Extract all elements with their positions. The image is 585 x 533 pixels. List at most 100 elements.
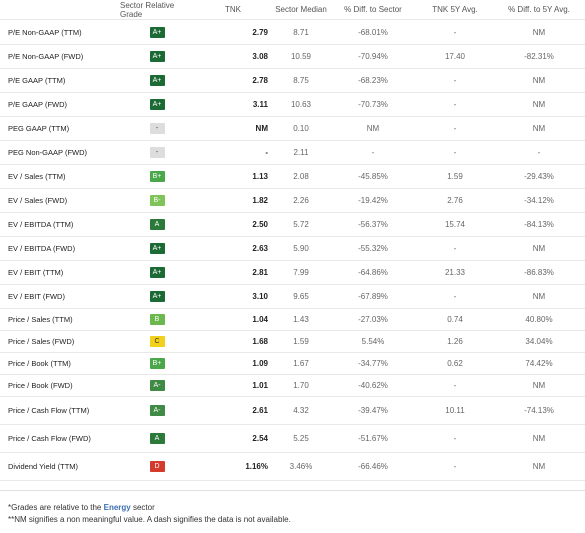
sector-median-value: 8.75 (293, 75, 309, 85)
sector-median-value: 2.08 (293, 171, 309, 181)
grade-cell: A+ (120, 68, 194, 92)
diff-sector-value: -70.94% (358, 51, 388, 61)
table-row: PEG GAAP (TTM) - NM 0.10 NM - NM (0, 116, 585, 141)
tnk-value: - (265, 147, 268, 157)
diff-five-year-value: NM (532, 75, 546, 85)
grade-cell: B+ (120, 352, 194, 374)
tnk-value: 3.11 (252, 99, 268, 109)
five-year-avg-value: - (453, 380, 457, 390)
grade-cell: A- (120, 396, 194, 424)
five-year-avg-value: - (453, 243, 457, 253)
diff-sector-value: -56.37% (358, 219, 388, 229)
metric-label: Price / Book (FWD) (8, 380, 73, 390)
footnote-grades-suffix: sector (130, 503, 155, 512)
sector-median-value: 2.11 (293, 147, 309, 157)
diff-five-year-value: - (537, 147, 541, 157)
tnk-value: 2.54 (252, 433, 268, 443)
five-year-avg-value: - (453, 99, 457, 109)
table-row: P/E GAAP (TTM) A+ 2.78 8.75 -68.23% - NM (0, 68, 585, 93)
diff-sector-value: -34.77% (358, 358, 388, 368)
footnote-nm: **NM signifies a non meaningful value. A… (8, 515, 291, 524)
diff-five-year-value: NM (532, 123, 546, 133)
five-year-avg-value: 10.11 (445, 405, 465, 415)
footnote-grades-prefix: *Grades are relative to the (8, 503, 104, 512)
footnotes: *Grades are relative to the Energy secto… (8, 502, 291, 526)
grade-badge: - (149, 122, 165, 134)
five-year-avg-value: - (453, 291, 457, 301)
metric-label: Price / Cash Flow (FWD) (8, 433, 91, 443)
grade-badge: B+ (149, 357, 165, 369)
tnk-value: 2.79 (252, 27, 268, 37)
five-year-avg-value: 17.40 (444, 51, 466, 61)
sector-median-value: 4.32 (293, 405, 309, 415)
five-year-avg-value: - (453, 147, 457, 157)
metric-label: Price / Cash Flow (TTM) (8, 405, 90, 415)
header-diff-sector: % Diff. to Sector (344, 5, 402, 14)
five-year-avg-value: 1.59 (447, 171, 463, 181)
five-year-avg-value: 21.33 (444, 267, 466, 277)
diff-sector-value: -40.62% (358, 380, 388, 390)
diff-sector-value: -68.01% (358, 27, 388, 37)
grade-badge: A+ (149, 266, 165, 278)
table-row: P/E Non-GAAP (TTM) A+ 2.79 8.71 -68.01% - NM (0, 20, 585, 45)
tnk-value: 1.13 (252, 171, 268, 181)
metric-label: P/E Non-GAAP (FWD) (8, 51, 84, 61)
grade-badge: D (149, 460, 165, 472)
tnk-value: 2.78 (252, 75, 268, 85)
grade-cell: - (120, 140, 194, 164)
metric-label: Price / Sales (TTM) (8, 314, 73, 324)
diff-five-year-value: NM (532, 243, 546, 253)
diff-sector-value: -67.89% (358, 291, 388, 301)
sector-median-value: 10.63 (290, 99, 312, 109)
grade-cell: A (120, 212, 194, 236)
grade-cell: D (120, 452, 194, 480)
diff-sector-value: -27.03% (358, 314, 388, 324)
diff-five-year-value: -82.31% (524, 51, 554, 61)
diff-five-year-value: -84.13% (524, 219, 554, 229)
tnk-value: 3.10 (252, 291, 268, 301)
diff-sector-value: -39.47% (358, 405, 388, 415)
header-diff-five-year: % Diff. to 5Y Avg. (508, 5, 570, 14)
grade-badge: A+ (149, 98, 165, 110)
sector-median-value: 2.26 (293, 195, 309, 205)
metric-label: PEG GAAP (TTM) (8, 123, 70, 133)
sector-median-value: 1.67 (293, 358, 309, 368)
diff-five-year-value: -86.83% (524, 267, 554, 277)
five-year-avg-value: 2.76 (447, 195, 463, 205)
diff-five-year-value: NM (532, 433, 546, 443)
five-year-avg-value: 0.62 (447, 358, 463, 368)
diff-sector-value: -68.23% (358, 75, 388, 85)
metric-label: EV / EBITDA (TTM) (8, 219, 74, 229)
table-row: Price / Sales (TTM) B 1.04 1.43 -27.03% 0.74 4… (0, 308, 585, 331)
diff-sector-value: -64.86% (358, 267, 388, 277)
diff-five-year-value: NM (532, 461, 546, 471)
table-row: EV / EBIT (TTM) A+ 2.81 7.99 -64.86% 21.33 -86… (0, 260, 585, 285)
table-row: EV / Sales (TTM) B+ 1.13 2.08 -45.85% 1.59 -29… (0, 164, 585, 189)
diff-sector-value: - (371, 147, 375, 157)
tnk-value: 1.16% (245, 461, 268, 471)
sector-median-value: 5.72 (293, 219, 309, 229)
grade-cell: A (120, 424, 194, 452)
diff-sector-value: -45.85% (358, 171, 388, 181)
header-five-year-avg: TNK 5Y Avg. (432, 5, 478, 14)
sector-median-value: 7.99 (293, 267, 309, 277)
diff-sector-value: -55.32% (358, 243, 388, 253)
five-year-avg-value: - (453, 123, 457, 133)
diff-five-year-value: 74.42% (525, 358, 553, 368)
metric-label: P/E GAAP (TTM) (8, 75, 66, 85)
diff-five-year-value: NM (532, 99, 546, 109)
diff-sector-value: -70.73% (358, 99, 388, 109)
diff-five-year-value: -29.43% (524, 171, 554, 181)
grade-badge: A+ (149, 26, 165, 38)
diff-five-year-value: 40.80% (525, 314, 553, 324)
table-header: Sector Relative Grade TNK Sector Median … (0, 0, 585, 20)
tnk-value: 2.61 (252, 405, 268, 415)
tnk-value: NM (255, 123, 268, 133)
metric-label: P/E Non-GAAP (TTM) (8, 27, 82, 37)
grade-cell: B+ (120, 164, 194, 188)
five-year-avg-value: - (453, 461, 457, 471)
table-row: P/E GAAP (FWD) A+ 3.11 10.63 -70.73% - NM (0, 92, 585, 117)
table-row: EV / EBITDA (FWD) A+ 2.63 5.90 -55.32% - NM (0, 236, 585, 261)
diff-five-year-value: 34.04% (525, 336, 553, 346)
table-row: EV / EBITDA (TTM) A 2.50 5.72 -56.37% 15.74 -8… (0, 212, 585, 237)
